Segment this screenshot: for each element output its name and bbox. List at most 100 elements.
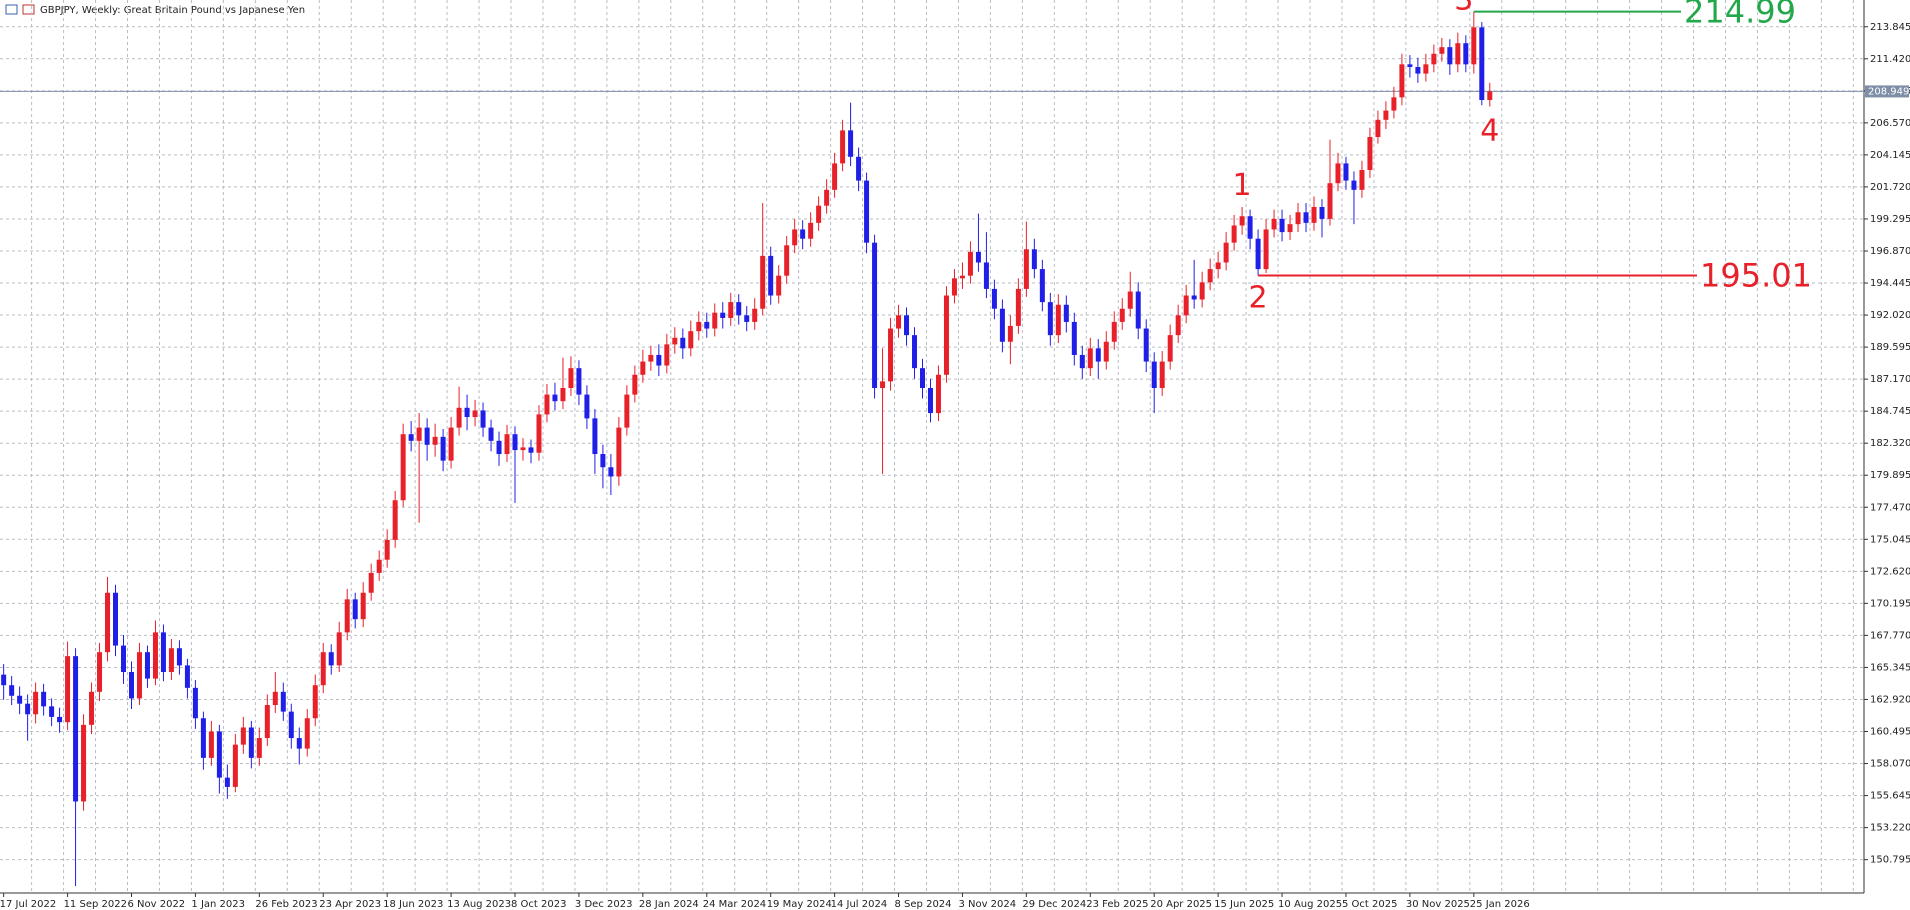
y-tick-label: 177.470 [1870,502,1910,513]
candle-body [568,368,574,388]
candle-body [824,189,830,206]
candle-body [1039,269,1045,303]
candle-body [440,436,446,461]
y-tick-label: 160.495 [1870,727,1910,738]
candle-body [776,275,782,296]
candle-body [17,695,23,704]
candle-body [25,703,31,715]
x-tick-label: 30 Nov 2025 [1406,899,1470,910]
candle-body [1431,53,1437,65]
x-tick-label: 28 Jan 2024 [639,899,699,910]
candle-body [1455,43,1461,65]
candle-body [959,275,965,279]
candle-body [664,344,670,366]
candle-body [504,434,510,455]
candle-body [1367,136,1373,171]
candle-body [1015,288,1021,326]
candle-body [608,467,614,477]
x-tick-label: 19 May 2024 [767,899,832,910]
level-label: 195.01 [1700,257,1812,295]
candle-body [1263,229,1269,270]
candle-body [616,427,622,477]
candle-body [784,245,790,276]
candle-body [1135,291,1141,329]
candle-body [520,447,526,451]
candle-body [184,665,190,688]
wave-label: 3 [1454,0,1473,18]
current-price-label: 208.949 [1868,86,1909,97]
candle-body [1255,238,1261,270]
candle-body [41,691,47,707]
candle-body [1343,163,1349,181]
x-tick-label: 10 Aug 2025 [1278,899,1342,910]
candle-body [632,374,638,395]
candle-body [200,718,206,758]
x-tick-label: 29 Dec 2024 [1022,899,1086,910]
candle-body [344,599,350,633]
y-tick-label: 153.220 [1870,823,1910,834]
candle-body [81,724,87,802]
candle-body [1103,341,1109,362]
candle-body [9,685,15,696]
candle-body [1423,64,1429,74]
candle-body [57,716,63,723]
candle-body [888,328,894,382]
y-tick-label: 150.795 [1870,855,1910,866]
candle-body [1287,224,1293,233]
candle-body [392,500,398,540]
x-tick-label: 14 Jul 2024 [831,899,888,910]
candle-body [400,434,406,501]
candle-body [1391,97,1397,111]
candle-body [336,632,342,666]
candle-body [65,656,71,723]
candle-body [49,706,55,717]
candle-body [1143,328,1149,362]
chart-title: GBPJPY, Weekly: Great Britain Pound vs J… [40,5,305,16]
candle-body [1463,43,1469,65]
candle-body [536,414,542,453]
candle-body [808,222,814,239]
candle-body [1271,218,1277,230]
candle-body [496,440,502,455]
candle-body [320,652,326,686]
candle-body [488,427,494,441]
candle-body [1303,212,1309,223]
candle-body [1311,207,1317,223]
candle-body [1159,361,1165,388]
candle-body [736,302,742,316]
y-tick-label: 189.595 [1870,342,1910,353]
wave-label: 2 [1249,281,1268,316]
candle-body [216,731,222,778]
candle-body [1007,325,1013,342]
y-tick-label: 182.320 [1870,438,1910,449]
candle-body [1063,304,1069,322]
y-tick-label: 170.195 [1870,598,1910,609]
candle-body [576,368,582,395]
y-tick-label: 155.645 [1870,791,1910,802]
candle-body [592,418,598,455]
candle-body [424,427,430,445]
candle-body [1183,295,1189,316]
candle-body [352,599,358,620]
candle-body [768,255,774,296]
candle-body [1055,304,1061,336]
candle-body [975,251,981,263]
candle-body [168,648,174,672]
candle-body [248,727,254,758]
candle-body [472,410,478,418]
candle-body [1,674,7,686]
candle-body [288,711,294,739]
candle-body [1375,119,1381,137]
current-price-box [1865,85,1909,98]
x-tick-label: 3 Dec 2023 [575,899,633,910]
candle-body [312,685,318,719]
candle-body [1231,225,1237,243]
candle-body [1087,348,1093,369]
candle-body [528,447,534,453]
candle-body [1111,321,1117,342]
y-tick-label: 211.420 [1870,54,1910,65]
candle-body [1207,269,1213,283]
candle-body [1279,218,1285,233]
y-tick-label: 179.895 [1870,470,1910,481]
candle-body [728,302,734,318]
